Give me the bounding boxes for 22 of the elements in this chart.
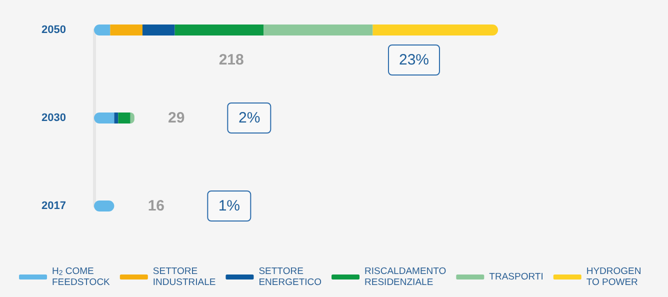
bar (372, 24, 498, 36)
bar (114, 112, 118, 124)
bar (110, 24, 142, 36)
y-tick-label: 2017 (42, 200, 66, 212)
bar (94, 112, 114, 124)
bar (118, 112, 130, 124)
annotation: 218 (218, 52, 244, 68)
text-box: 23% (388, 44, 440, 76)
text-box: 1% (207, 190, 252, 222)
y-tick-label: 2030 (42, 112, 66, 124)
legend-label: SETTORE ENERGETICO (258, 266, 322, 288)
legend-label: RISCALDAMENTO RESIDENZIALE (364, 266, 446, 288)
bar (142, 24, 175, 36)
legend-label: TRASPORTI (489, 272, 544, 282)
annotation: 16 (148, 198, 165, 214)
annotation: 29 (168, 110, 185, 126)
bar (174, 24, 264, 36)
text-box: 2% (228, 102, 272, 134)
legend-label: HYDROGEN TO POWER (586, 266, 642, 288)
legend-label: SETTORE INDUSTRIALE (152, 266, 216, 288)
bar (264, 24, 373, 36)
y-tick-label: 2050 (42, 24, 66, 36)
